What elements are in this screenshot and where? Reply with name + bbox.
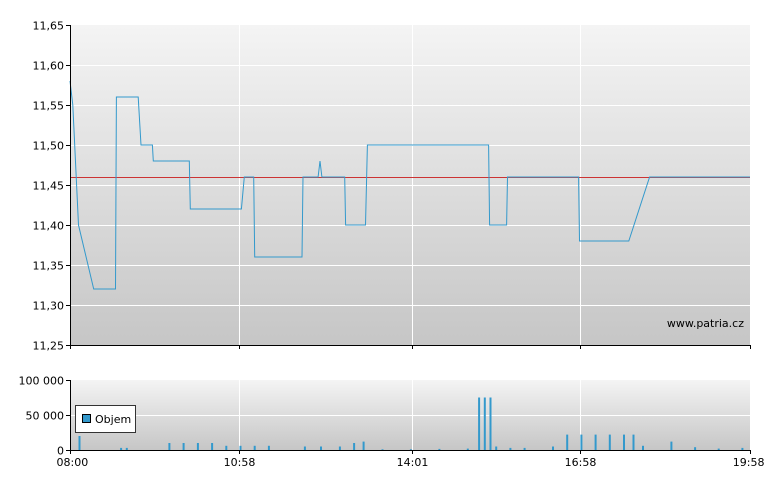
volume-bar <box>409 449 412 450</box>
volume-bar <box>381 449 384 450</box>
volume-bar <box>78 436 81 450</box>
legend-label: Objem <box>95 413 131 426</box>
volume-bar <box>211 443 214 450</box>
volume-bar <box>594 434 597 450</box>
volume-bar <box>125 447 128 450</box>
volume-bar <box>466 448 469 450</box>
volume-legend: Objem <box>75 405 136 433</box>
volume-bar <box>623 434 625 450</box>
volume-y-tick-label: 100 000 <box>19 375 65 388</box>
volume-bar <box>239 445 242 450</box>
volume-bar <box>523 447 526 450</box>
volume-bar <box>196 443 199 450</box>
price-series-line <box>69 80 750 290</box>
legend-swatch <box>82 414 91 423</box>
price-chart-area: 11,65 11,60 11,55 11,50 11,45 11,40 11,35 11,30… <box>33 20 751 353</box>
volume-bar <box>478 397 481 450</box>
price-y-tick-label: 11,50 <box>33 140 65 153</box>
volume-bar <box>225 445 228 450</box>
volume-bar <box>717 448 720 450</box>
volume-bar <box>741 447 744 450</box>
volume-bar <box>362 441 365 450</box>
volume-y-tick-label: 0 <box>57 445 64 458</box>
watermark-text: www.patria.cz <box>667 317 744 330</box>
volume-bar <box>632 434 635 450</box>
x-tick-label: 10:58 <box>224 456 256 469</box>
price-y-tick-label: 11,60 <box>33 60 65 73</box>
x-tick-label: 19:58 <box>733 456 765 469</box>
volume-bar <box>670 441 673 450</box>
x-tick-label: 16:58 <box>565 456 597 469</box>
volume-bar <box>182 443 185 450</box>
volume-bar <box>483 397 486 450</box>
volume-bar <box>267 445 270 450</box>
volume-y-tick-label: 50 000 <box>26 410 65 423</box>
volume-chart-area: 100 000 50 000 008:00 10:58 14:01 16:58 19:58 O… <box>19 375 765 470</box>
volume-bar <box>438 448 441 450</box>
price-y-tick-label: 11,25 <box>33 340 65 353</box>
volume-bar <box>608 434 611 450</box>
volume-bar <box>303 446 306 450</box>
x-tick-label: 08:00 <box>57 456 89 469</box>
volume-bar <box>509 447 512 450</box>
volume-bar <box>168 443 171 450</box>
volume-bar <box>495 446 498 450</box>
volume-bar <box>642 445 644 450</box>
volume-bar <box>489 397 492 450</box>
volume-bar <box>580 434 583 450</box>
price-y-tick-label: 11,55 <box>33 100 65 113</box>
price-y-tick-label: 11,35 <box>33 260 65 273</box>
volume-bar <box>552 446 554 450</box>
volume-bar <box>120 447 123 450</box>
volume-bar <box>694 447 697 450</box>
price-y-tick-label: 11,65 <box>33 20 65 33</box>
volume-bar <box>320 446 322 450</box>
volume-bar <box>253 445 256 450</box>
volume-bar <box>338 446 341 450</box>
x-tick-label: 14:01 <box>397 456 429 469</box>
price-y-tick-label: 11,45 <box>33 180 65 193</box>
volume-bar <box>353 443 356 450</box>
price-y-tick-label: 11,40 <box>33 220 65 233</box>
price-y-tick-label: 11,30 <box>33 300 65 313</box>
legend-box <box>75 405 136 433</box>
volume-bar <box>566 434 569 450</box>
